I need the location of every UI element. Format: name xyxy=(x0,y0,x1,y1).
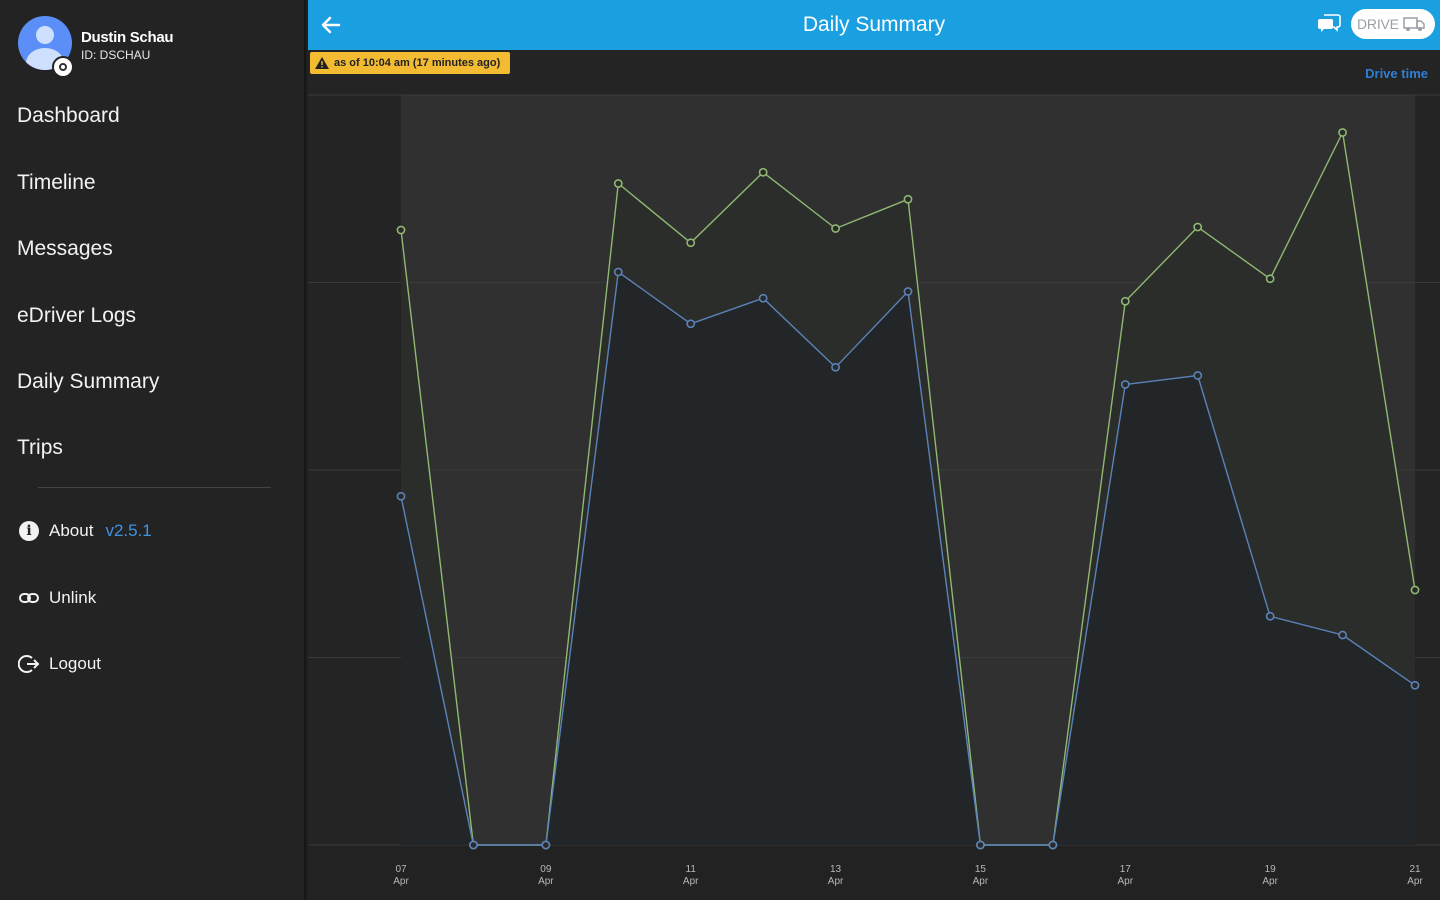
series-1-point-2 xyxy=(541,840,551,850)
series-1-point-13 xyxy=(1338,630,1347,640)
series-1-point-11 xyxy=(1193,371,1203,380)
series-1-point-6 xyxy=(831,362,840,372)
x-tick-month-0: Apr xyxy=(393,876,409,887)
logout-icon xyxy=(18,653,40,675)
x-tick-day-7: 21 xyxy=(1409,864,1421,875)
series-0-point-5 xyxy=(758,167,768,177)
x-tick-day-3: 13 xyxy=(830,864,842,875)
nav-item-trips[interactable]: Trips xyxy=(17,436,63,459)
series-1-area xyxy=(401,272,1415,845)
profile-id: ID: DSCHAU xyxy=(81,48,151,62)
back-arrow-icon[interactable] xyxy=(318,12,344,38)
avatar-settings-icon[interactable] xyxy=(52,56,74,78)
logout-label: Logout xyxy=(49,654,101,673)
series-1-point-1 xyxy=(469,840,478,850)
series-0-point-10 xyxy=(1120,296,1130,306)
series-0-point-12 xyxy=(1265,274,1275,284)
nav-item-messages[interactable]: Messages xyxy=(17,237,113,260)
series-1-point-10 xyxy=(1120,380,1130,389)
series-0-point-3 xyxy=(613,179,623,188)
series-0-point-4 xyxy=(686,238,696,248)
page-title: Daily Summary xyxy=(802,13,946,36)
series-1-point-7 xyxy=(903,287,913,296)
x-tick-day-6: 19 xyxy=(1265,864,1277,875)
app-version: v2.5.1 xyxy=(105,521,152,540)
avatar-head xyxy=(36,26,54,44)
nav-item-dashboard[interactable]: Dashboard xyxy=(17,104,120,127)
drive-toggle-label: DRIVE xyxy=(1357,16,1399,32)
x-tick-month-3: Apr xyxy=(828,876,844,887)
last-updated-text: as of 10:04 am (17 minutes ago) xyxy=(334,57,501,69)
info-icon: i xyxy=(18,520,40,542)
x-tick-month-2: Apr xyxy=(683,876,699,887)
logout-item[interactable]: Logout xyxy=(18,653,101,675)
series-1-point-3 xyxy=(613,267,623,277)
series-0-point-13 xyxy=(1338,128,1347,137)
last-updated-banner: as of 10:04 am (17 minutes ago) xyxy=(310,52,511,74)
series-0-point-7 xyxy=(903,194,913,204)
nav-item-timeline[interactable]: Timeline xyxy=(17,171,96,194)
navigation-drawer: Dustin Schau ID: DSCHAU Dashboard Timeli… xyxy=(0,0,306,900)
x-tick-day-2: 11 xyxy=(686,864,697,875)
daily-summary-content: 07 Apr 09 Apr 11 Apr 13 Apr 15 Apr 17 Apr 19 Apr 21 Apr… xyxy=(308,50,1440,900)
x-tick-month-6: Apr xyxy=(1262,876,1278,887)
series-0-point-11 xyxy=(1193,222,1203,232)
series-1-point-14 xyxy=(1410,680,1420,690)
unlink-item[interactable]: Unlink xyxy=(18,587,96,609)
series-0-point-0 xyxy=(396,225,406,235)
app-bar: Daily Summary DRIVE xyxy=(308,0,1440,50)
series-1-point-8 xyxy=(976,840,985,850)
series-1-point-12 xyxy=(1265,611,1275,621)
profile-header[interactable]: Dustin Schau ID: DSCHAU xyxy=(18,16,298,78)
unlink-label: Unlink xyxy=(49,588,97,607)
chat-icon[interactable] xyxy=(1317,13,1341,35)
series-1-point-5 xyxy=(758,293,768,303)
x-tick-month-5: Apr xyxy=(1118,876,1134,887)
x-tick-day-0: 07 xyxy=(395,864,407,875)
x-tick-day-4: 15 xyxy=(975,864,987,875)
series-1-point-9 xyxy=(1048,840,1058,850)
vehicle-icon xyxy=(1403,17,1425,31)
x-tick-day-1: 09 xyxy=(540,864,552,875)
warning-icon xyxy=(315,57,329,69)
x-tick-month-4: Apr xyxy=(973,876,989,887)
x-tick-month-7: Apr xyxy=(1407,876,1423,887)
series-1-point-4 xyxy=(686,319,696,329)
series-0-point-14 xyxy=(1410,585,1420,595)
x-tick-day-5: 17 xyxy=(1120,864,1132,875)
profile-name: Dustin Schau xyxy=(81,29,174,46)
series-1-point-0 xyxy=(396,491,406,501)
nav-divider xyxy=(38,487,271,488)
x-tick-month-1: Apr xyxy=(538,876,554,887)
nav-item-daily-summary[interactable]: Daily Summary xyxy=(17,370,160,393)
about-label: About xyxy=(49,521,94,540)
about-item[interactable]: i About v2.5.1 xyxy=(18,520,152,542)
link-icon xyxy=(18,587,40,609)
axis-band xyxy=(308,845,1440,900)
drive-mode-toggle[interactable]: DRIVE xyxy=(1351,9,1435,39)
nav-item-edriver-logs[interactable]: eDriver Logs xyxy=(17,304,137,327)
series-0-point-6 xyxy=(831,224,840,233)
legend-drive-time[interactable]: Drive time xyxy=(1365,66,1428,81)
